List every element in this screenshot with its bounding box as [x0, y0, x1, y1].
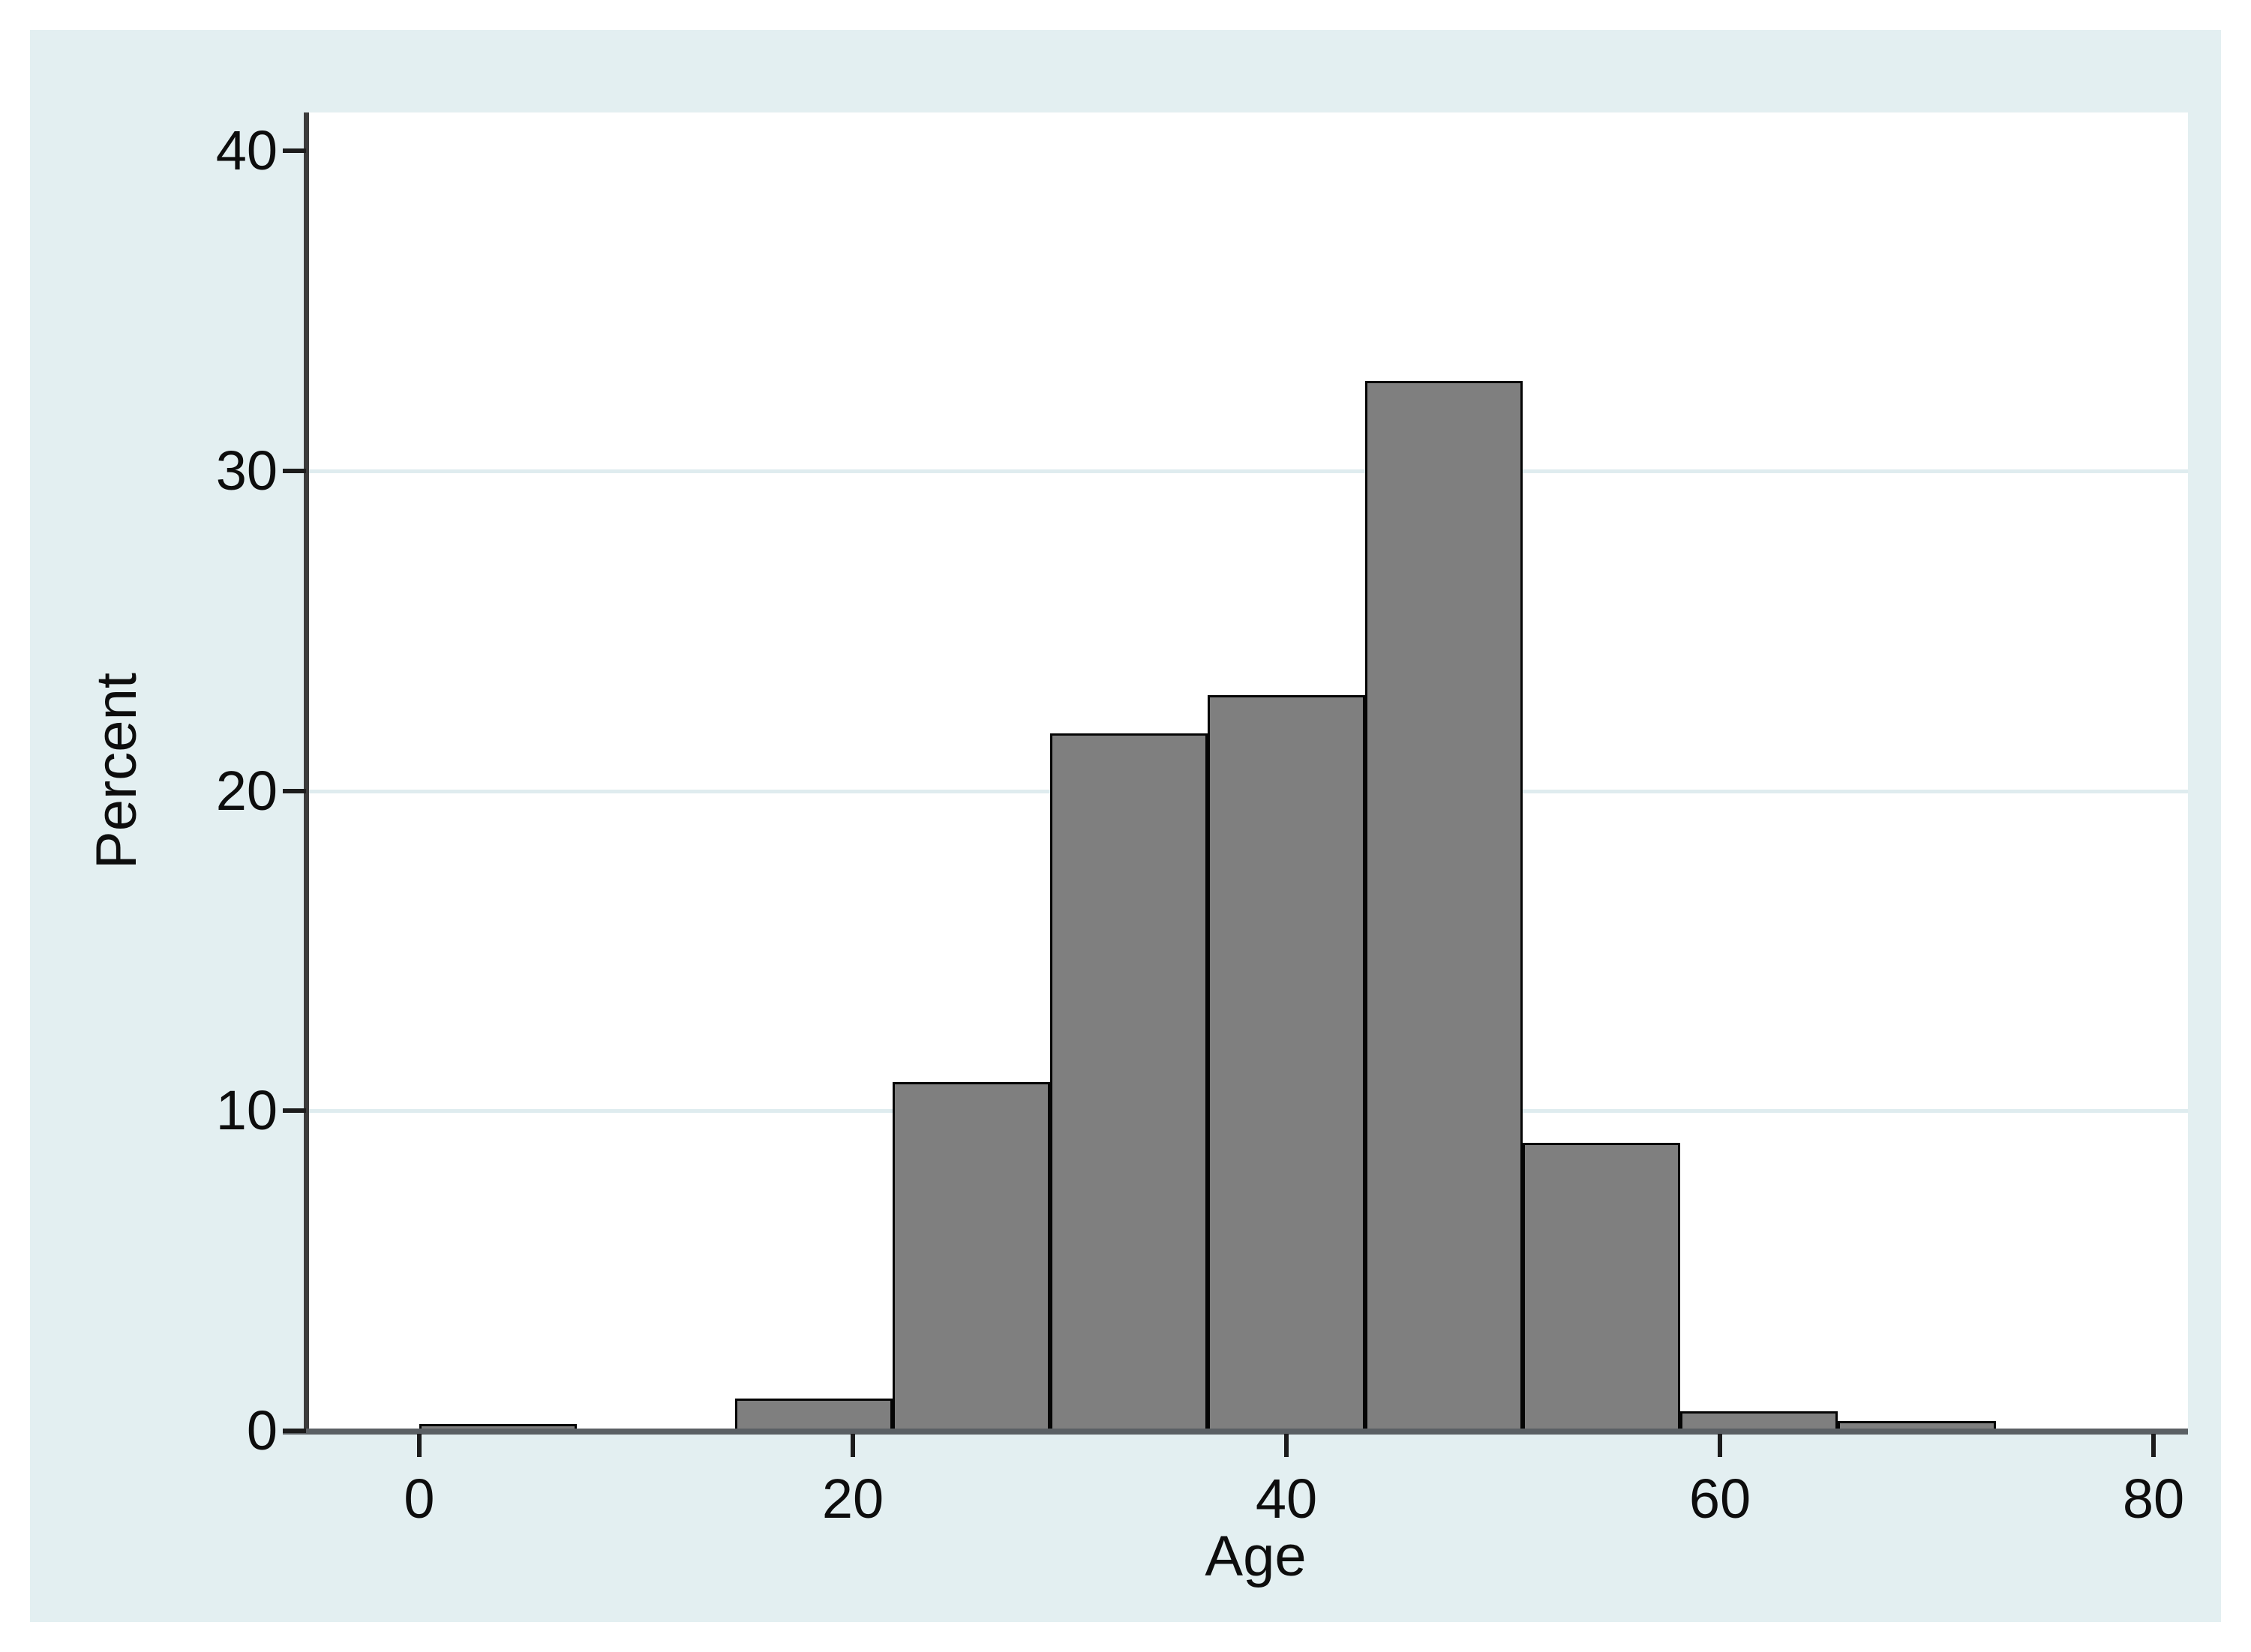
y-tick-label: 0 [246, 1399, 278, 1462]
x-tick-label: 60 [1688, 1468, 1751, 1530]
x-tick-label: 20 [821, 1468, 884, 1530]
y-tick [283, 789, 306, 793]
y-axis-title: Percent [85, 673, 149, 869]
y-tick [283, 469, 306, 473]
x-axis-title: Age [1205, 1525, 1307, 1588]
histogram-bar [1208, 695, 1365, 1431]
chart-background: 0 10 20 30 40 0 20 40 60 80 Percent Age [30, 30, 2221, 1622]
x-tick [851, 1434, 855, 1457]
x-tick-label: 80 [2122, 1468, 2185, 1530]
histogram-bar [1365, 381, 1523, 1431]
y-tick-label: 10 [215, 1079, 278, 1141]
x-tick-label: 0 [404, 1468, 435, 1530]
y-tick [283, 1429, 306, 1433]
y-tick-label: 20 [215, 760, 278, 822]
y-tick [283, 1108, 306, 1113]
x-axis-line [283, 1429, 2188, 1435]
histogram-bar [1523, 1143, 1680, 1431]
histogram-bar [893, 1082, 1050, 1431]
x-tick [2151, 1434, 2156, 1457]
y-tick [283, 148, 306, 153]
x-tick [1718, 1434, 1722, 1457]
x-tick [1284, 1434, 1289, 1457]
histogram-bar [1050, 733, 1208, 1431]
y-axis-line [304, 112, 309, 1435]
x-tick-label: 40 [1255, 1468, 1318, 1530]
histogram-bar [735, 1399, 893, 1431]
y-tick-label: 40 [215, 119, 278, 181]
gridline-y-30 [308, 469, 2188, 473]
y-tick-label: 30 [215, 439, 278, 502]
x-tick [417, 1434, 422, 1457]
